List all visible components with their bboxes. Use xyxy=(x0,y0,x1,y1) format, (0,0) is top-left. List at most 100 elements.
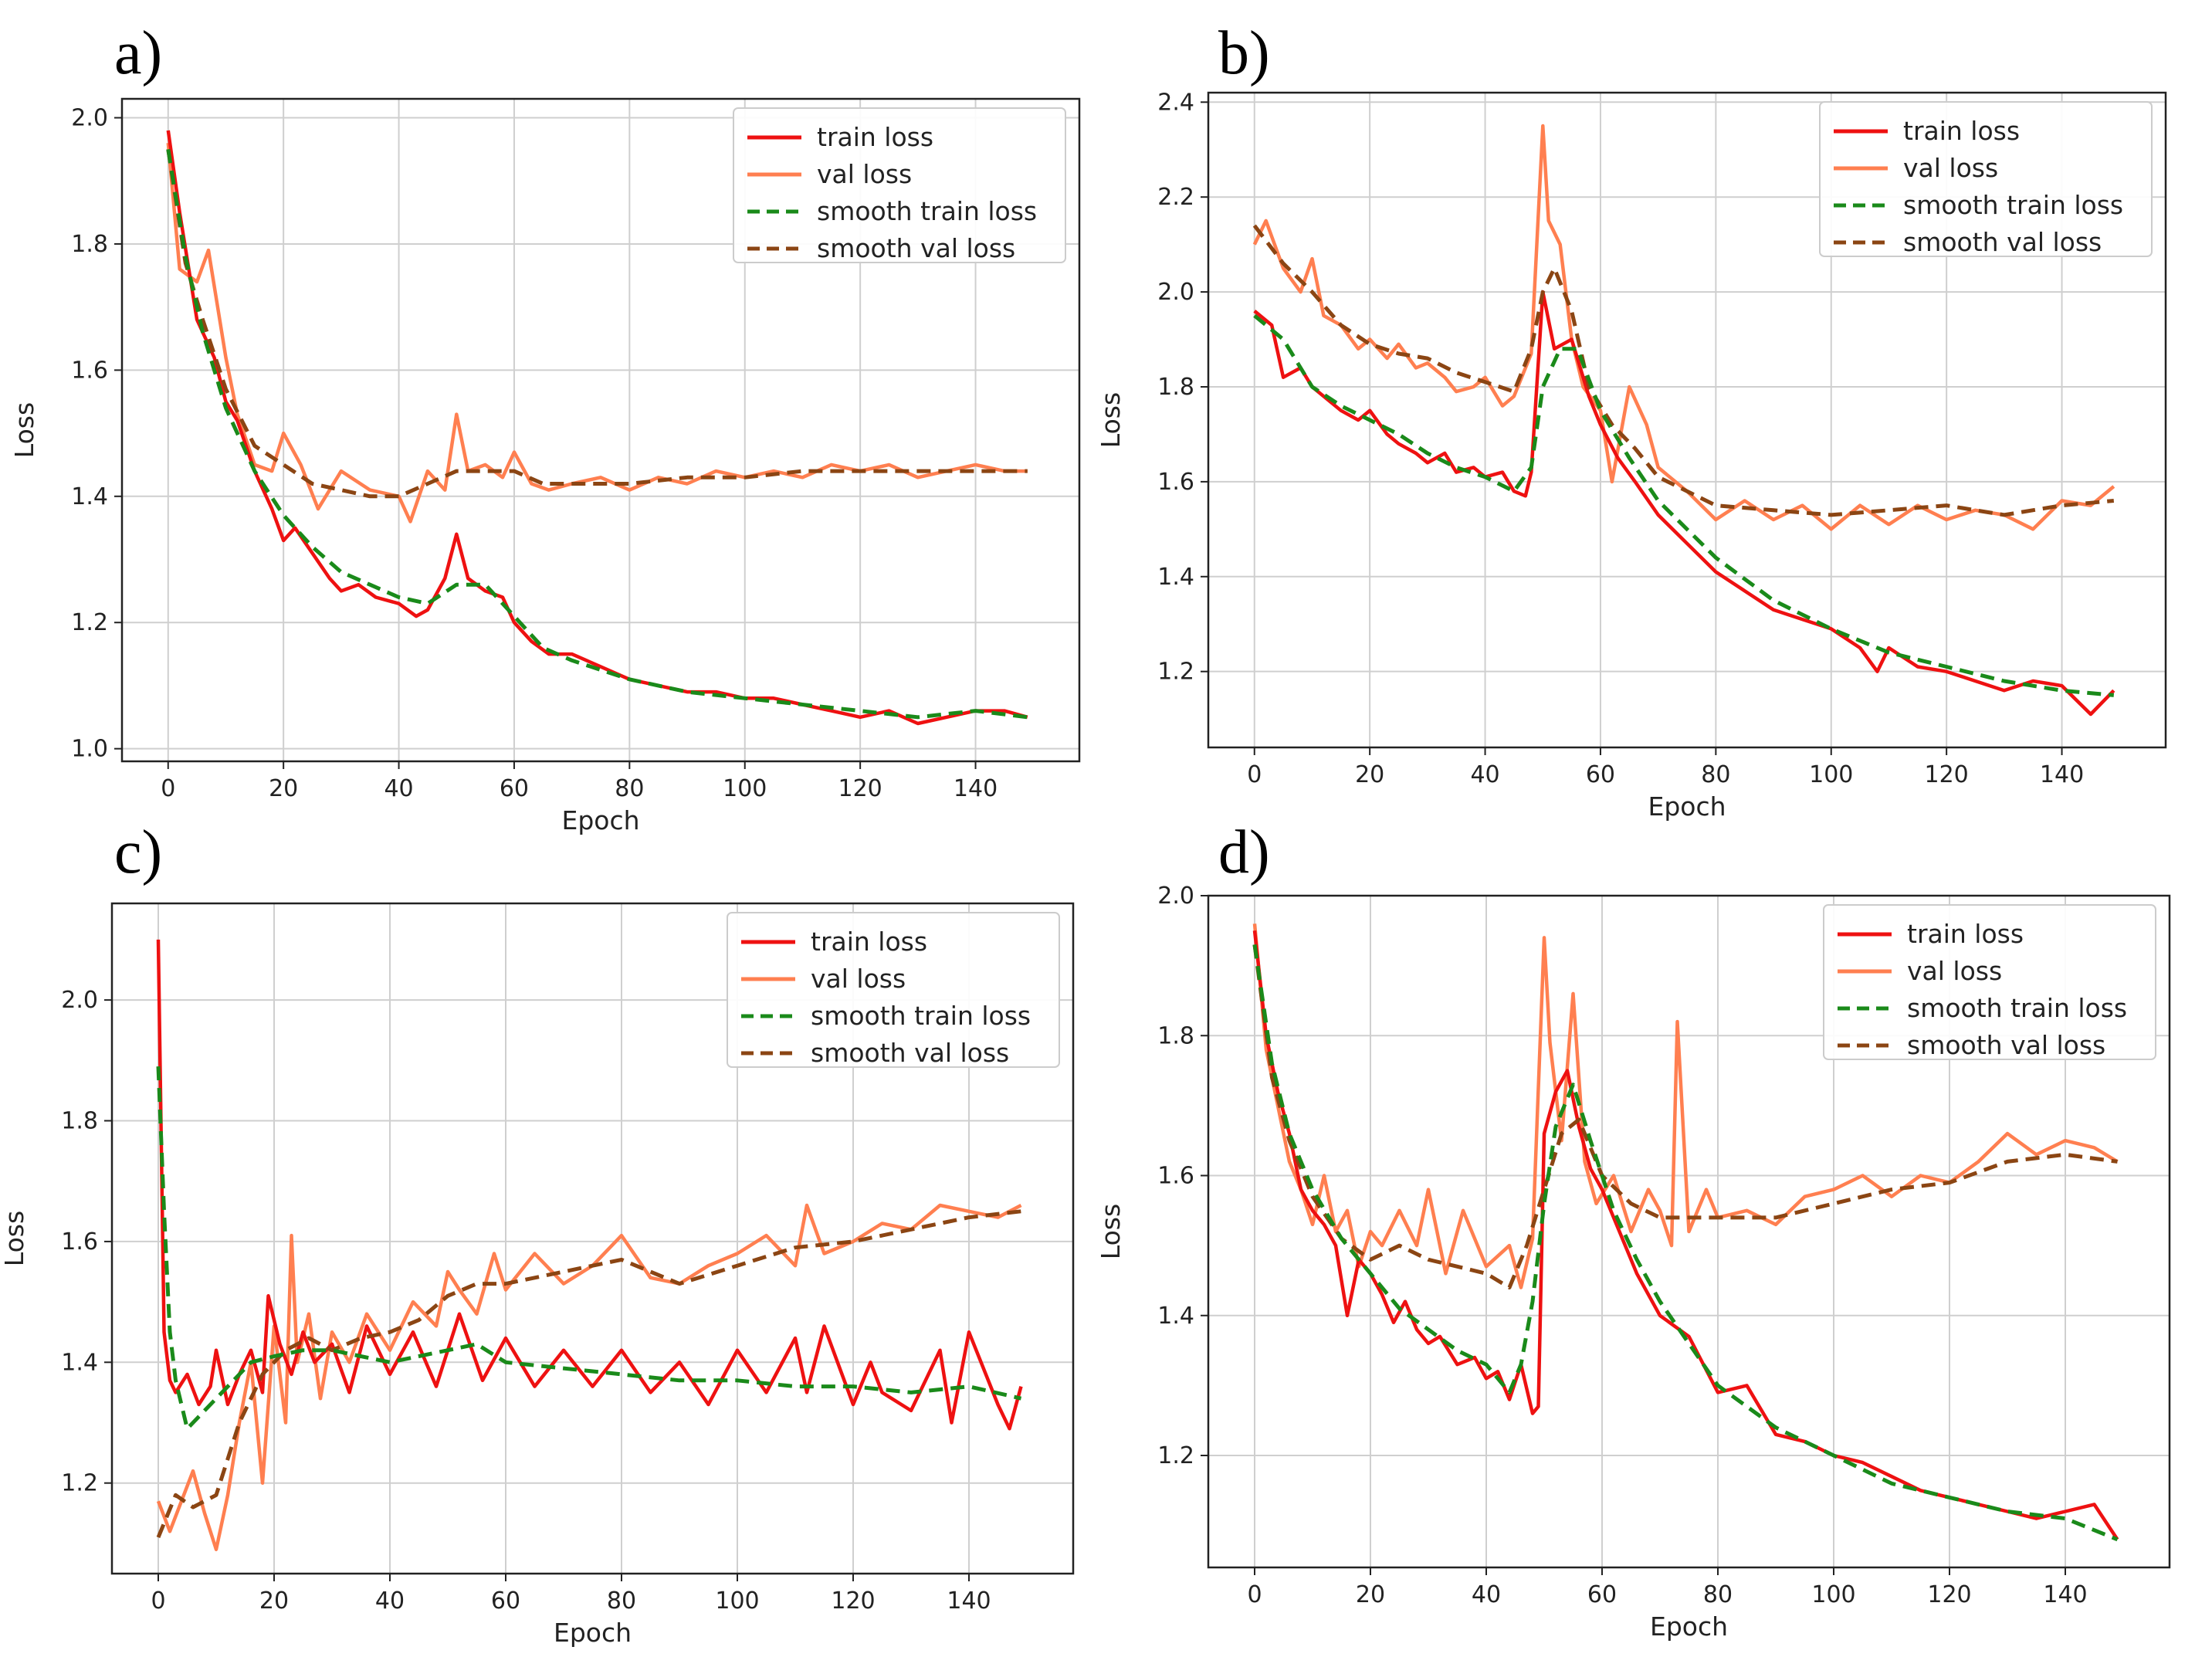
series-line-smooth-train-loss xyxy=(1252,944,2119,1542)
y-axis-label: Loss xyxy=(0,1211,29,1266)
plot-frame xyxy=(1207,894,2171,1569)
legend-box xyxy=(1819,101,2153,257)
legend-label: smooth train loss xyxy=(1903,190,2123,220)
x-tick-label: 0 xyxy=(161,775,175,802)
x-axis-label: Epoch xyxy=(561,805,639,835)
y-tick-label: 1.2 xyxy=(61,1470,98,1497)
legend-box xyxy=(727,912,1060,1068)
x-tick-label: 0 xyxy=(1247,1581,1262,1608)
legend-label: val loss xyxy=(1903,153,1998,183)
x-tick-label: 60 xyxy=(1586,761,1615,788)
x-tick-label: 40 xyxy=(1470,761,1499,788)
x-axis-label: Epoch xyxy=(1650,1611,1728,1642)
x-tick-label: 120 xyxy=(1925,761,1969,788)
legend-box xyxy=(1823,904,2156,1060)
plot-frame xyxy=(1207,91,2167,749)
x-tick-label: 140 xyxy=(2043,1581,2087,1608)
x-tick-label: 100 xyxy=(715,1588,759,1615)
x-tick-label: 120 xyxy=(1927,1581,1971,1608)
chart-d: 0 20 40 60 80 100 120 140 1.2 1.4 1.6 1.8 2.0 Epoch Lo… xyxy=(1096,883,2171,1642)
y-tick-label: 1.4 xyxy=(71,483,108,510)
y-tick-label: 1.2 xyxy=(71,609,108,636)
legend-label: val loss xyxy=(1907,956,2002,986)
x-tick-label: 140 xyxy=(954,775,998,802)
y-tick-label: 1.6 xyxy=(1157,1163,1194,1190)
x-tick-label: 60 xyxy=(500,775,529,802)
panel-b: b) 0 20 40 60 80 100 120 140 1.2 1.4 1.6 1.8 2.0 2.2 2… xyxy=(1096,19,2167,822)
legend-box xyxy=(733,107,1066,263)
series-line-smooth-val-loss xyxy=(1252,944,2118,1289)
x-tick-label: 120 xyxy=(838,775,882,802)
legend-label: smooth train loss xyxy=(1907,993,2127,1023)
series-line-smooth-val-loss xyxy=(1252,224,2115,517)
y-tick-label: 1.6 xyxy=(71,357,108,384)
panel-letter-a: a) xyxy=(114,19,162,87)
y-tick-label: 1.8 xyxy=(1157,374,1194,401)
x-tick-label: 80 xyxy=(607,1588,636,1615)
x-tick-label: 0 xyxy=(1247,761,1262,788)
x-tick-label: 20 xyxy=(1356,1581,1385,1608)
legend-label: smooth val loss xyxy=(811,1038,1009,1068)
y-tick-label: 2.0 xyxy=(1157,279,1194,306)
legend-label: train loss xyxy=(1903,116,2020,146)
x-tick-label: 20 xyxy=(259,1588,289,1615)
series-line-smooth-train-loss xyxy=(1253,313,2115,697)
x-tick-label: 100 xyxy=(1809,761,1853,788)
y-tick-label: 1.2 xyxy=(1157,1442,1194,1469)
x-axis-label: Epoch xyxy=(554,1618,632,1648)
series-line-train-loss xyxy=(1252,930,2119,1541)
legend-label: smooth val loss xyxy=(1903,227,2102,257)
series-line-val-loss xyxy=(1252,923,2119,1289)
y-tick-label: 2.0 xyxy=(71,105,108,132)
y-tick-label: 1.4 xyxy=(1157,1303,1194,1330)
legend-label: smooth train loss xyxy=(817,196,1037,226)
plot-frame xyxy=(120,97,1081,763)
panel-letter-c: c) xyxy=(114,818,162,886)
legend-label: val loss xyxy=(811,964,906,994)
x-axis-label: Epoch xyxy=(1648,791,1726,822)
y-tick-label: 1.4 xyxy=(1157,564,1194,591)
x-tick-label: 80 xyxy=(1703,1581,1733,1608)
legend-label: smooth val loss xyxy=(1907,1030,2105,1060)
chart-a: 0 20 40 60 80 100 120 140 1.0 1.2 1.4 1.6 1.8 2.0 Epoc… xyxy=(9,97,1081,835)
legend-label: train loss xyxy=(1907,919,2024,949)
y-tick-label: 1.6 xyxy=(1157,469,1194,496)
x-tick-label: 40 xyxy=(375,1588,405,1615)
y-axis-label: Loss xyxy=(1096,392,1126,448)
series-line-smooth-train-loss xyxy=(166,149,1028,720)
y-tick-label: 1.8 xyxy=(1157,1022,1194,1049)
y-tick-label: 1.6 xyxy=(61,1228,98,1255)
series-line-train-loss xyxy=(166,130,1028,726)
x-tick-label: 40 xyxy=(1472,1581,1501,1608)
x-tick-label: 80 xyxy=(615,775,644,802)
y-tick-label: 2.4 xyxy=(1157,89,1194,116)
x-tick-label: 140 xyxy=(2040,761,2084,788)
x-tick-label: 20 xyxy=(1355,761,1384,788)
y-tick-label: 1.0 xyxy=(71,736,108,763)
panel-d: d) 0 20 40 60 80 100 120 140 1.2 1.4 1.6 1.8 2.0 Epoc… xyxy=(1096,818,2171,1642)
legend-label: smooth train loss xyxy=(811,1001,1031,1031)
x-tick-label: 20 xyxy=(269,775,298,802)
x-tick-label: 40 xyxy=(384,775,413,802)
y-tick-label: 1.4 xyxy=(61,1349,98,1376)
x-tick-label: 60 xyxy=(1587,1581,1617,1608)
legend-label: val loss xyxy=(817,159,912,189)
x-tick-label: 120 xyxy=(831,1588,875,1615)
chart-c: 0 20 40 60 80 100 120 140 1.2 1.4 1.6 1.8 2.0 Epoch Lo… xyxy=(0,902,1075,1648)
x-tick-label: 140 xyxy=(947,1588,991,1615)
x-tick-label: 60 xyxy=(491,1588,520,1615)
series-line-smooth-train-loss xyxy=(156,1066,1022,1431)
panel-a: a) 0 20 40 60 80 100 120 140 1.0 1.2 1.4 1.6 1.8 2.0 E… xyxy=(9,19,1081,835)
legend-label: train loss xyxy=(817,122,933,152)
legend-label: train loss xyxy=(811,927,927,957)
y-tick-label: 1.8 xyxy=(61,1108,98,1135)
x-tick-label: 100 xyxy=(1811,1581,1855,1608)
chart-b: 0 20 40 60 80 100 120 140 1.2 1.4 1.6 1.8 2.0 2.2 2.4 E… xyxy=(1096,89,2167,822)
panel-c: c) 0 20 40 60 80 100 120 140 1.2 1.4 1.6 1.8 2.0 Epoc… xyxy=(0,818,1075,1648)
y-tick-label: 2.0 xyxy=(61,987,98,1014)
legend-label: smooth val loss xyxy=(817,233,1015,263)
panel-letter-b: b) xyxy=(1218,19,1270,87)
y-tick-label: 2.2 xyxy=(1157,184,1194,211)
